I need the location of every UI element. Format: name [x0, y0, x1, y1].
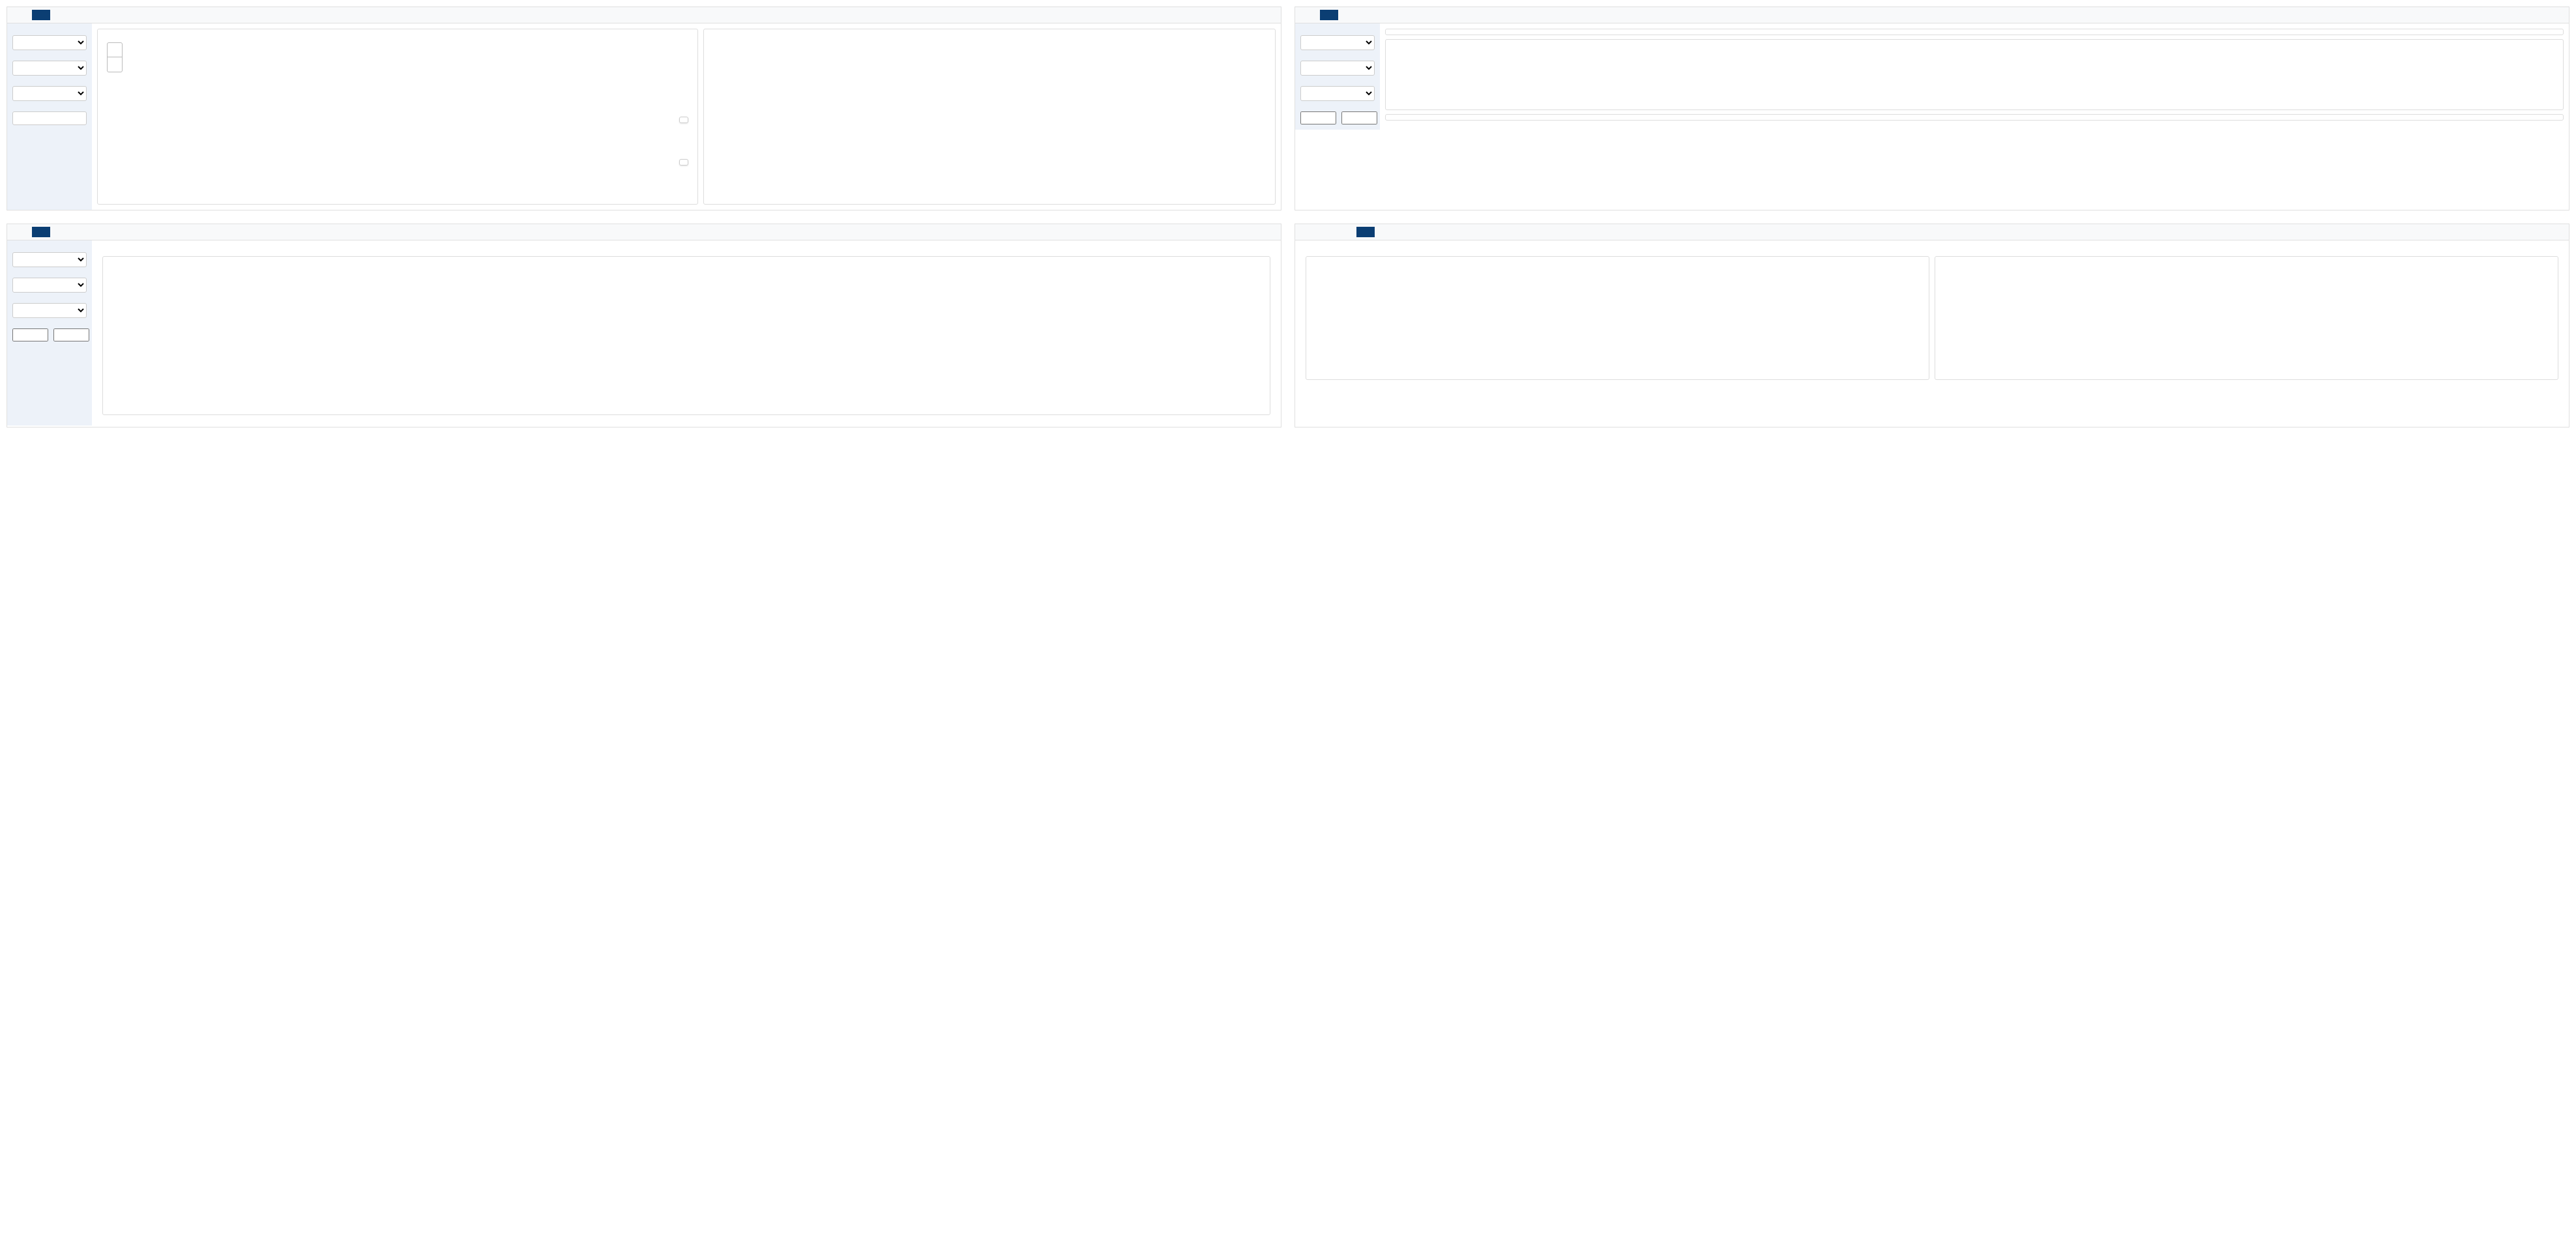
map[interactable] [103, 38, 692, 195]
sidebar [7, 240, 92, 426]
tab-notificacion[interactable] [1356, 10, 1375, 20]
select-region[interactable] [12, 252, 87, 267]
stat-row [1300, 246, 2564, 256]
panel-kairos [7, 7, 1281, 210]
select-grupo[interactable] [1300, 86, 1375, 101]
tab-momo[interactable] [1320, 10, 1338, 20]
brand [14, 11, 32, 19]
foot-desc [1385, 114, 2564, 121]
input-fecha-from[interactable] [1300, 111, 1336, 124]
tab-momo[interactable] [1320, 227, 1338, 237]
select-grupo[interactable] [12, 303, 87, 318]
zoom-out-button[interactable] [108, 57, 122, 72]
zoom-control [107, 42, 123, 72]
tab-datos[interactable] [1338, 227, 1356, 237]
navbar [7, 7, 1281, 23]
select-ambito[interactable] [12, 35, 87, 50]
tab-documentacion[interactable] [1375, 10, 1393, 20]
legend-defecto [679, 159, 688, 166]
sidebar [1295, 23, 1380, 130]
spain-svg [103, 38, 692, 195]
tab-documentacion[interactable] [87, 227, 105, 237]
brand [14, 228, 32, 236]
input-fecha-to[interactable] [1341, 111, 1377, 124]
pager [1391, 58, 2558, 66]
subhead [1391, 45, 2558, 53]
tab-datos[interactable] [1338, 10, 1356, 20]
select-sexo[interactable] [1300, 61, 1375, 76]
navbar [1295, 7, 2569, 23]
navbar [1295, 224, 2569, 240]
panel-momo-table [1295, 7, 2569, 210]
legend-exceso [679, 117, 688, 123]
tab-documentacion[interactable] [1375, 227, 1393, 237]
tab-notificacion[interactable] [68, 227, 87, 237]
tab-notificacion[interactable] [1356, 227, 1375, 237]
stat-row [97, 246, 1276, 256]
zoom-in-button[interactable] [108, 43, 122, 57]
select-sexo[interactable] [12, 278, 87, 293]
brand [1302, 228, 1320, 236]
tab-momo[interactable] [32, 227, 50, 237]
agrupacion [1391, 53, 2558, 58]
description [1385, 29, 2564, 35]
sidebar [7, 23, 92, 210]
panel-momo-chart [7, 224, 1281, 427]
panel-momo-notif [1295, 224, 2569, 427]
navbar [7, 224, 1281, 240]
select-region[interactable] [1300, 35, 1375, 50]
retraso-chart[interactable] [1940, 270, 2553, 374]
input-fecha[interactable] [12, 111, 87, 125]
tab-documentacion[interactable] [50, 10, 68, 20]
select-grupo[interactable] [12, 86, 87, 101]
brand [1302, 11, 1320, 19]
tab-datos[interactable] [50, 227, 68, 237]
input-fecha-to[interactable] [53, 328, 89, 341]
tab-indice-kairos[interactable] [32, 10, 50, 20]
select-sexo[interactable] [12, 61, 87, 76]
defunciones-chart[interactable] [1311, 270, 1924, 374]
mortality-chart[interactable] [108, 266, 1265, 409]
input-fecha-from[interactable] [12, 328, 48, 341]
